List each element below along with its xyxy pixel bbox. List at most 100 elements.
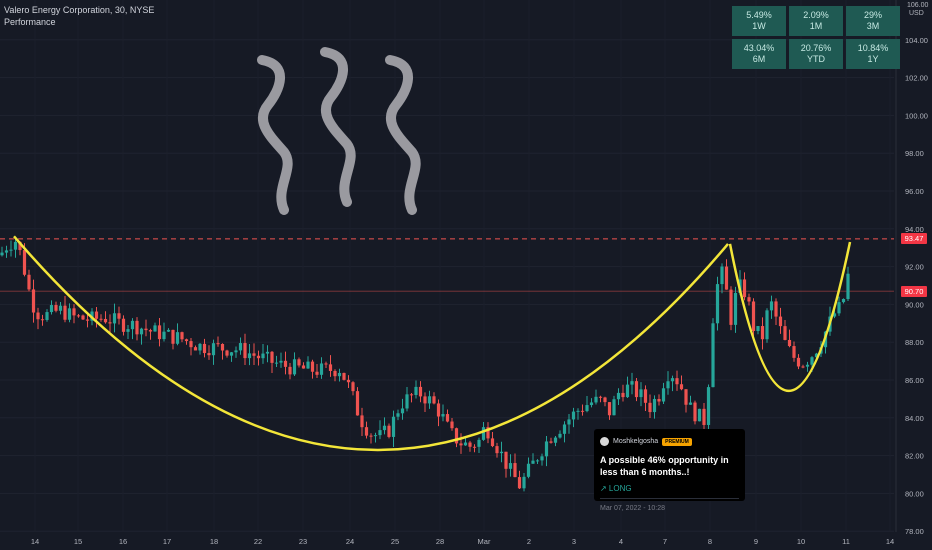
x-tick-label: 14	[886, 537, 894, 546]
perf-value: 29%	[863, 10, 882, 20]
candle-body	[126, 329, 130, 332]
perf-period: YTD	[807, 54, 825, 64]
perf-cell-3m: 29% 3M	[846, 6, 900, 36]
candle-body	[283, 360, 288, 367]
x-tick-label: 10	[797, 537, 805, 546]
x-tick-label: 9	[754, 537, 758, 546]
candle-body	[612, 399, 616, 416]
candle-body	[589, 402, 594, 406]
candle-body	[742, 279, 747, 298]
candle-body	[117, 313, 121, 319]
y-tick-label: 102.00	[905, 74, 928, 83]
candle-body	[535, 460, 540, 462]
candle-body	[63, 305, 67, 320]
perf-cell-ytd: 20.76% YTD	[789, 39, 843, 69]
candle-body	[468, 442, 472, 447]
candle-body	[756, 326, 760, 331]
candle-body	[373, 435, 378, 437]
candle-body	[0, 252, 4, 256]
candle-body	[801, 366, 805, 368]
candle-body	[639, 389, 643, 398]
candle-body	[4, 250, 9, 253]
y-tick-label: 94.00	[905, 225, 924, 234]
candle-body	[405, 394, 409, 409]
candle-body	[526, 463, 531, 477]
candle-body	[675, 378, 679, 385]
candle-body	[49, 305, 54, 313]
candle-body	[153, 325, 157, 332]
candle-body	[490, 438, 495, 447]
candle-body	[378, 430, 382, 436]
candle-body	[459, 443, 463, 446]
candle-body	[72, 308, 76, 316]
candle-body	[99, 318, 103, 320]
candle-body	[252, 353, 256, 356]
candle-body	[36, 312, 40, 320]
candle-body	[796, 357, 801, 367]
idea-title[interactable]: A possible 46% opportunity in less than …	[600, 455, 729, 477]
candle-body	[40, 319, 45, 321]
candle-body	[648, 402, 652, 413]
candle-body	[517, 477, 522, 489]
x-tick-label: 18	[210, 537, 218, 546]
candle-body	[450, 421, 454, 429]
candle-body	[585, 405, 589, 412]
candle-body	[31, 289, 36, 313]
candle-body	[184, 339, 189, 342]
perf-cell-1y: 10.84% 1Y	[846, 39, 900, 69]
cup-curve[interactable]	[13, 235, 729, 452]
perf-cell-6m: 43.04% 6M	[732, 39, 786, 69]
candle-body	[733, 292, 738, 325]
candle-body	[571, 411, 576, 420]
author-name[interactable]: Moshkelgosha	[613, 438, 659, 445]
candle-body	[747, 297, 751, 302]
candle-body	[198, 343, 202, 351]
candle-body	[805, 364, 810, 367]
candle-body	[787, 339, 792, 347]
candle-body	[67, 308, 72, 320]
candle-body	[652, 398, 657, 413]
candle-body	[364, 427, 369, 436]
y-tick-label: 78.00	[905, 527, 924, 536]
candle-body	[567, 419, 571, 425]
premium-badge: PREMIUM	[662, 437, 692, 446]
x-tick-label: 28	[436, 537, 444, 546]
candle-body	[783, 326, 787, 340]
candle-body	[108, 322, 112, 324]
candle-body	[553, 437, 558, 443]
x-tick-label: 11	[842, 537, 850, 546]
candle-body	[445, 414, 450, 422]
candle-body	[225, 350, 229, 356]
chart-title: Valero Energy Corporation, 30, NYSE	[4, 5, 155, 15]
candle-body	[297, 359, 301, 366]
candle-body	[130, 320, 135, 330]
candles	[0, 238, 850, 492]
candle-body	[121, 318, 126, 332]
candle-body	[540, 456, 544, 461]
candle-body	[135, 320, 139, 335]
candle-body	[270, 351, 274, 363]
candle-body	[778, 316, 783, 327]
candle-body	[603, 397, 607, 403]
perf-value: 2.09%	[803, 10, 829, 20]
candle-body	[247, 353, 252, 359]
candle-body	[94, 311, 99, 319]
candle-body	[369, 435, 373, 437]
candle-body	[436, 403, 441, 417]
candle-body	[751, 301, 756, 331]
handle-curve[interactable]	[728, 241, 852, 393]
candle-body	[261, 353, 265, 359]
idea-popup[interactable]: Moshkelgosha PREMIUM A possible 46% oppo…	[594, 429, 745, 512]
candle-body	[841, 299, 846, 303]
candle-body	[711, 323, 715, 388]
candle-body	[157, 325, 162, 340]
candle-body	[472, 446, 477, 448]
candle-body	[112, 313, 117, 324]
candle-body	[324, 363, 328, 365]
x-tick-label: 2	[527, 537, 531, 546]
candle-body	[495, 446, 499, 454]
candle-body	[18, 241, 22, 251]
perf-value: 43.04%	[743, 43, 775, 53]
